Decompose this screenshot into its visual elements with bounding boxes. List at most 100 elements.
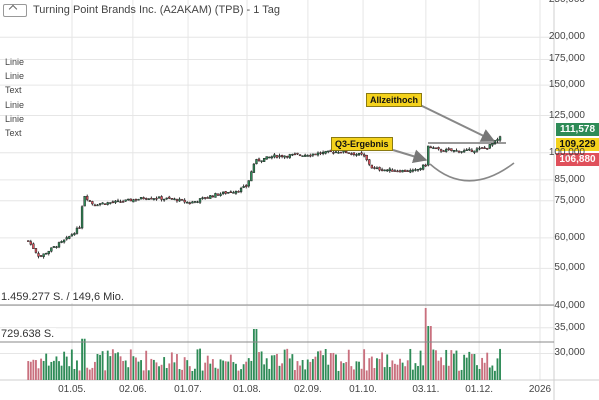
candle xyxy=(203,197,207,200)
candle-body xyxy=(350,153,353,155)
candle xyxy=(278,153,281,159)
candle xyxy=(406,169,409,173)
candle xyxy=(134,198,138,202)
volume-bar xyxy=(158,366,160,380)
candle-body xyxy=(178,198,181,202)
legend-item-line-4[interactable]: Linie xyxy=(5,113,25,124)
price-badge-low: 106,880 xyxy=(556,153,599,166)
candle xyxy=(311,153,315,158)
legend-item-line-1[interactable]: Linie xyxy=(5,57,25,67)
candle-body xyxy=(160,196,163,200)
candle xyxy=(350,152,353,156)
candle-body xyxy=(216,193,220,196)
candle xyxy=(368,158,371,167)
volume-bar xyxy=(65,356,68,380)
candle xyxy=(116,198,120,203)
candle xyxy=(196,200,199,204)
candle xyxy=(275,154,279,159)
candle-body xyxy=(352,152,356,155)
candle xyxy=(378,166,381,172)
volume-bar xyxy=(447,365,450,380)
annotation-q3-ergebnis[interactable]: Q3-Ergebnis xyxy=(331,137,393,151)
volume-bar xyxy=(468,351,471,380)
candle xyxy=(65,235,68,241)
candle xyxy=(155,196,158,201)
candle xyxy=(286,155,289,159)
candle xyxy=(429,145,432,149)
candle xyxy=(211,194,215,198)
collapse-toggle-icon[interactable] xyxy=(3,3,27,17)
volume-bar xyxy=(217,368,219,380)
candle-body xyxy=(445,149,448,152)
candle-body xyxy=(62,239,66,243)
volume-bar xyxy=(40,358,42,380)
candle-body xyxy=(398,170,402,173)
candle xyxy=(319,151,322,156)
candle xyxy=(250,170,253,182)
volume-bar xyxy=(488,367,491,380)
volume-bar xyxy=(404,366,407,380)
candle xyxy=(147,198,150,201)
candle xyxy=(465,148,468,151)
legend-item-text-2[interactable]: Text xyxy=(5,128,22,139)
legend-item-text-1[interactable]: Text xyxy=(5,85,22,96)
annotation-allzeithoch[interactable]: Allzeithoch xyxy=(366,93,423,107)
volume-bar xyxy=(352,369,355,380)
candle-body xyxy=(191,201,194,204)
volume-bar xyxy=(383,367,386,380)
candle-body xyxy=(401,170,404,173)
candle xyxy=(50,247,53,253)
candle xyxy=(437,146,440,151)
candle-body xyxy=(488,144,491,149)
candle xyxy=(98,202,102,207)
candle xyxy=(480,147,484,149)
candle xyxy=(301,155,304,157)
volume-bar xyxy=(342,363,345,380)
candle-body xyxy=(255,159,258,165)
volume-bar xyxy=(45,353,48,380)
indicator-legend: Linie Linie Text Linie Linie Text xyxy=(5,55,24,140)
volume-bar xyxy=(283,349,286,380)
candle xyxy=(404,169,407,172)
volume-bar xyxy=(183,357,186,380)
candle-body xyxy=(391,169,394,172)
candle xyxy=(227,192,230,194)
candle xyxy=(121,199,125,203)
candle xyxy=(47,250,50,256)
candle-body xyxy=(75,227,79,234)
candle-body xyxy=(427,145,430,166)
candle xyxy=(450,148,453,152)
legend-item-line-2[interactable]: Linie xyxy=(5,71,25,82)
candle xyxy=(296,152,299,156)
volume-bar xyxy=(247,358,250,380)
candle-body xyxy=(437,147,440,150)
volume-bar xyxy=(188,366,191,380)
y-tick-label: 35,000 xyxy=(554,321,585,333)
volume-bar xyxy=(473,354,476,380)
candle xyxy=(409,168,412,174)
volume-bar xyxy=(293,370,296,380)
volume-bar xyxy=(147,370,150,380)
candle xyxy=(391,168,394,172)
volume-bar xyxy=(235,363,237,380)
volume-bar xyxy=(250,360,253,380)
candle xyxy=(339,151,343,154)
volume-bar xyxy=(201,370,204,380)
candle-body xyxy=(214,193,217,198)
candle-body xyxy=(196,201,199,203)
volume-bar xyxy=(399,358,401,380)
candle-body xyxy=(109,202,112,204)
volume-bar xyxy=(435,350,437,380)
candle xyxy=(60,240,63,244)
candle-body xyxy=(293,153,297,156)
candle xyxy=(88,199,91,202)
volume-bar xyxy=(229,354,232,380)
candle xyxy=(488,144,491,150)
candle xyxy=(483,145,486,149)
candle-body xyxy=(27,240,30,242)
legend-item-line-3[interactable]: Linie xyxy=(5,99,25,110)
x-tick-label: 01.07. xyxy=(174,384,202,395)
volume-bar xyxy=(165,368,168,380)
candle-body xyxy=(396,170,399,173)
